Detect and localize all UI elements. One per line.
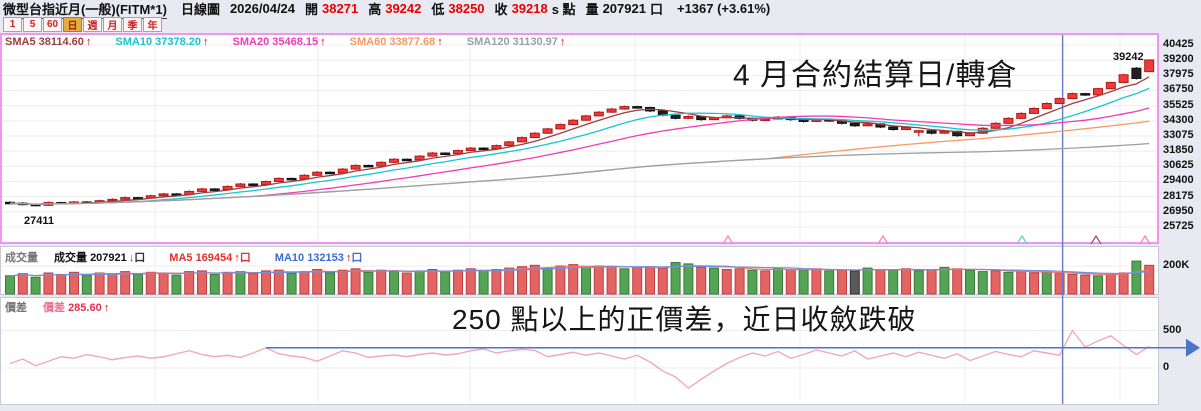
basis-pane-label: 價差: [5, 302, 27, 314]
up-arrow-icon: ↑: [437, 36, 443, 48]
down-arrow-icon: ↓: [128, 252, 135, 264]
volume-legend-item-MA10: MA10 132153 ↑口: [274, 252, 363, 264]
volume-axis-tick: 200K: [1163, 259, 1190, 271]
price-axis-tick: 36750: [1163, 83, 1194, 96]
close-value: 39218: [511, 1, 548, 16]
sma-legend-item-sma60: SMA60 33877.68 ↑: [349, 36, 443, 48]
low-label: 低: [431, 2, 445, 17]
price-axis-tick: 30625: [1163, 159, 1194, 172]
sma-legend: SMA5 38114.60 ↑ SMA10 37378.20 ↑ SMA20 35468…: [5, 36, 589, 48]
sma-legend-item-sma5: SMA5 38114.60 ↑: [5, 36, 92, 48]
volume-legend: 成交量 成交量 207921 ↓口 MA5 169454 ↑口 MA10 132153 ↑口: [5, 249, 386, 265]
high-price-marker: 39242: [1113, 51, 1144, 63]
open-value: 38271: [322, 1, 359, 16]
up-arrow-icon: ↑: [320, 36, 326, 48]
price-axis-tick: 37975: [1163, 68, 1194, 81]
annotation-basis: 250 點以上的正價差，近日收斂跌破: [452, 304, 917, 335]
low-price-marker: 27411: [24, 215, 54, 227]
unit-square-icon[interactable]: 口: [134, 252, 146, 264]
volume-label: 量: [585, 2, 599, 17]
timeframe-button-季[interactable]: 季: [123, 17, 142, 32]
annotation-settlement: 4 月合約結算日/轉倉: [733, 59, 1018, 92]
basis-axis-tick: 0: [1163, 361, 1170, 373]
up-arrow-icon: ↑: [103, 302, 110, 314]
period-label: 日線圖: [180, 2, 220, 17]
open-label: 開: [305, 2, 319, 17]
up-arrow-icon: ↑: [559, 36, 566, 48]
unit-square-icon[interactable]: 口: [239, 252, 251, 264]
timeframe-button-週[interactable]: 週: [83, 17, 102, 32]
price-axis-tick: 34300: [1163, 113, 1194, 126]
price-axis-tick: 28175: [1163, 189, 1194, 202]
high-label: 高: [368, 2, 382, 17]
basis-legend-item: 價差 285.60 ↑: [43, 302, 110, 314]
price-axis-tick: 39200: [1163, 53, 1194, 66]
up-arrow-icon: ↑: [345, 252, 352, 264]
price-axis-tick: 35525: [1163, 98, 1194, 111]
change-value: +1367 (+3.61%): [676, 1, 771, 16]
up-arrow-icon: ↑: [234, 252, 240, 264]
up-arrow-icon: ↑: [85, 36, 92, 48]
volume-value: 207921: [602, 1, 646, 16]
volume-unit: 口: [649, 2, 663, 17]
timeframe-button-月[interactable]: 月: [103, 17, 122, 32]
chart-date: 2026/04/24: [229, 1, 296, 16]
timeframe-button-60[interactable]: 60: [43, 17, 62, 32]
price-axis-tick: 40425: [1163, 38, 1194, 50]
timeframe-button-年[interactable]: 年: [143, 17, 162, 32]
chart-header: 微型台指近月(一般)(FITM*1) 日線圖 2026/04/24 開 3827…: [3, 0, 771, 19]
timeframe-toolbar: 1 5 60 日週月季年: [3, 17, 162, 32]
basis-legend: 價差 價差 285.60 ↑: [5, 299, 133, 315]
sma-legend-item-sma10: SMA10 37378.20 ↑: [115, 36, 209, 48]
price-axis-tick: 26950: [1163, 204, 1194, 217]
timeframe-button-5[interactable]: 5: [23, 17, 42, 32]
timeframe-button-1[interactable]: 1: [3, 17, 22, 32]
instrument-title[interactable]: 微型台指近月(一般)(FITM*1): [3, 0, 167, 19]
volume-legend-item-成交量: 成交量 207921 ↓口: [54, 252, 146, 264]
high-value: 39242: [385, 1, 422, 16]
unit-square-icon[interactable]: 口: [351, 252, 363, 264]
price-axis-tick: 25725: [1163, 219, 1194, 232]
sma-legend-item-sma20: SMA20 35468.15 ↑: [232, 36, 326, 48]
close-label: 收: [494, 2, 508, 17]
timeframe-button-日[interactable]: 日: [63, 17, 82, 32]
price-axis-tick: 31850: [1163, 144, 1194, 157]
volume-pane-label: 成交量: [5, 252, 38, 264]
basis-axis-tick: 500: [1163, 323, 1182, 336]
volume-legend-item-MA5: MA5 169454 ↑口: [169, 252, 251, 264]
sma-legend-item-sma120: SMA120 31130.97 ↑: [466, 36, 566, 48]
close-suffix: s 點: [551, 2, 576, 17]
up-arrow-icon: ↑: [203, 36, 209, 48]
price-axis-tick: 33075: [1163, 128, 1194, 141]
price-axis-tick: 29400: [1163, 174, 1194, 187]
low-value: 38250: [448, 1, 485, 16]
